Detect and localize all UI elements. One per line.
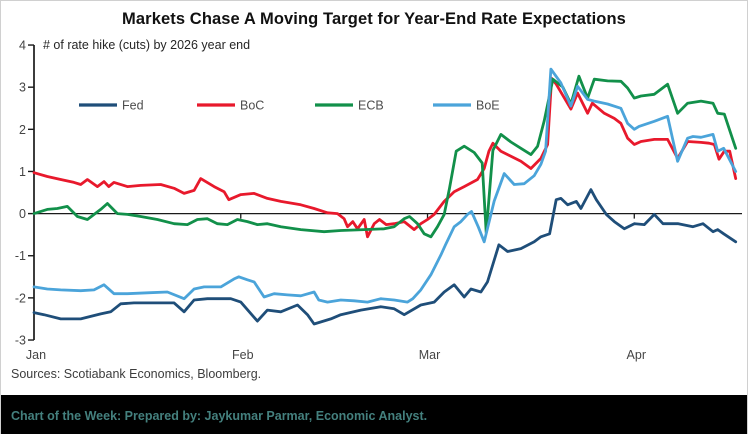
footer-text: Chart of the Week: Prepared by: Jaykumar… bbox=[11, 408, 428, 423]
y-tick-label: 0 bbox=[19, 207, 26, 221]
y-tick-label: 1 bbox=[19, 165, 26, 179]
series-line-ecb bbox=[32, 74, 738, 239]
legend-label-ecb: ECB bbox=[358, 99, 384, 113]
y-tick-label: -2 bbox=[15, 291, 26, 305]
series-line-boc bbox=[32, 76, 738, 239]
y-tick-label: -1 bbox=[15, 249, 26, 263]
x-tick-label-feb: Feb bbox=[232, 348, 254, 362]
chart-subtitle: # of rate hike (cuts) by 2026 year end bbox=[43, 38, 251, 52]
series-line-fed bbox=[32, 188, 738, 326]
y-tick-label: -3 bbox=[15, 334, 26, 348]
series-line-boe bbox=[32, 67, 738, 304]
legend-label-boc: BoC bbox=[240, 99, 264, 113]
y-tick-label: 2 bbox=[19, 123, 26, 137]
x-tick-label-jan: Jan bbox=[26, 348, 46, 362]
y-tick-label: 3 bbox=[19, 81, 26, 95]
legend-label-boe: BoE bbox=[476, 99, 500, 113]
source-note: Sources: Scotiabank Economics, Bloomberg… bbox=[11, 367, 262, 381]
y-tick-label: 4 bbox=[19, 39, 26, 53]
x-tick-label-apr: Apr bbox=[627, 348, 646, 362]
legend-label-fed: Fed bbox=[122, 99, 144, 113]
x-tick-label-mar: Mar bbox=[419, 348, 441, 362]
footer-bar: Chart of the Week: Prepared by: Jaykumar… bbox=[1, 395, 747, 434]
chart-title: Markets Chase A Moving Target for Year-E… bbox=[122, 10, 626, 28]
